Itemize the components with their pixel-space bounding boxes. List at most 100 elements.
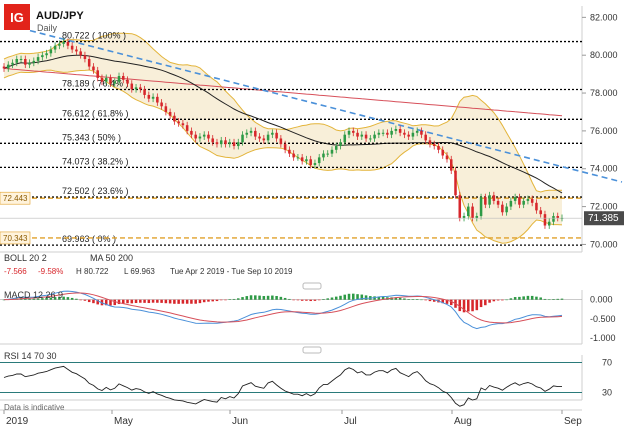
macd-tick-label: -0.500 [590,314,616,324]
macd-histogram-bar [147,299,151,304]
macd-histogram-bar [505,299,508,301]
macd-histogram-bar [164,299,168,304]
macd-histogram-bar [258,295,261,300]
candle-body [41,55,44,58]
macd-histogram-bar [415,299,419,300]
macd-histogram-bar [479,299,483,308]
macd-histogram-bar [104,299,108,306]
x-tick-label: Aug [454,416,472,427]
macd-histogram-bar [360,294,364,300]
macd-histogram-bar [160,299,163,303]
macd-histogram-bar [364,295,368,300]
resize-handle[interactable] [302,282,322,290]
candle-body [347,130,351,135]
macd-histogram-bar [173,299,176,304]
macd-histogram-bar [292,299,295,301]
candle-body [518,197,521,205]
candle-body [488,195,491,205]
macd-histogram-bar [215,299,219,302]
candle-body [509,200,513,207]
macd-histogram-bar [83,299,87,301]
macd-histogram-bar [62,296,65,300]
macd-histogram-bar [117,299,121,305]
candle-body [109,77,112,84]
macd-histogram-bar [254,295,257,300]
macd-histogram-bar [330,297,334,300]
rsi-tick-label: 70 [602,358,612,368]
macd-histogram-bar [109,299,112,306]
macd-histogram-bar [522,296,525,300]
bollinger-fill [4,33,562,244]
candle-body [237,142,240,147]
macd-histogram-bar [92,299,95,304]
rsi-panel: 70 30 [0,358,612,407]
macd-histogram-bar [518,296,521,300]
candle-body [398,129,402,133]
candle-body [100,77,104,82]
candle-body [219,140,223,145]
macd-histogram-bar [543,298,547,300]
macd-histogram-bar [377,296,381,300]
boll-label: BOLL 20 2 [4,253,47,263]
boll-change: -7.566 [4,267,27,276]
macd-histogram-bar [181,299,185,304]
macd-histogram-bar [194,299,197,304]
fib-level-label: 80.722 ( 100% ) [62,31,126,41]
macd-histogram-bar [475,299,479,311]
macd-histogram-bar [28,298,31,300]
candle-body [19,58,23,60]
macd-histogram-bar [45,297,48,300]
candle-body [92,66,95,71]
macd-histogram-bar [305,299,308,301]
boll-change-pct: -9.58% [38,267,63,276]
macd-histogram-bar [211,299,214,302]
macd-histogram-bar [313,299,317,301]
fib-level-label: 78.189 ( 76.4% ) [62,78,129,88]
current-price-tag [584,211,624,226]
macd-histogram-bar [484,299,487,306]
macd-histogram-bar [58,296,61,300]
macd-panel: 0.000 -0.500 -1.000 [0,290,616,343]
macd-histogram-bar [347,293,351,300]
y-tick-label: 80.000 [590,50,618,60]
candle-body [62,41,65,44]
macd-histogram-bar [488,299,491,303]
macd-histogram-bar [552,299,555,300]
macd-histogram-bar [75,298,78,300]
macd-histogram-bar [151,299,155,303]
candle-body [266,134,270,141]
macd-histogram-bar [547,299,551,301]
candle-body [28,62,31,65]
candle-body [386,132,389,135]
macd-histogram-bar [288,298,291,300]
candle-body [83,55,87,59]
candle-body [147,94,151,99]
candle-body [369,138,372,140]
x-tick-label: May [114,416,133,427]
macd-histogram-bar [300,299,304,301]
candle-body [271,132,274,135]
current-price-label: 71.385 [588,213,619,224]
candle-body [168,111,172,116]
macd-histogram-bar [496,299,500,301]
macd-histogram-bar [275,295,278,300]
macd-histogram-bar [501,299,504,301]
macd-label: MACD 12 26 9 [4,290,63,300]
macd-histogram-bar [492,299,496,302]
candle-body [262,138,266,141]
candle-body [224,140,227,145]
macd-histogram-bar [317,299,321,301]
macd-histogram-bar [49,297,53,300]
macd-histogram-bar [356,294,359,300]
candle-body [87,58,91,67]
macd-histogram-bar [177,299,180,304]
candle-body [313,163,317,165]
resize-handle[interactable] [302,346,322,354]
macd-histogram-bar [339,295,342,300]
boll-high: H 80.722 [76,267,109,276]
y-tick-label: 78.000 [590,88,618,98]
candle-body [552,216,555,222]
ma-label: MA 50 200 [90,253,133,263]
candle-body [151,96,155,99]
candle-body [2,66,6,69]
